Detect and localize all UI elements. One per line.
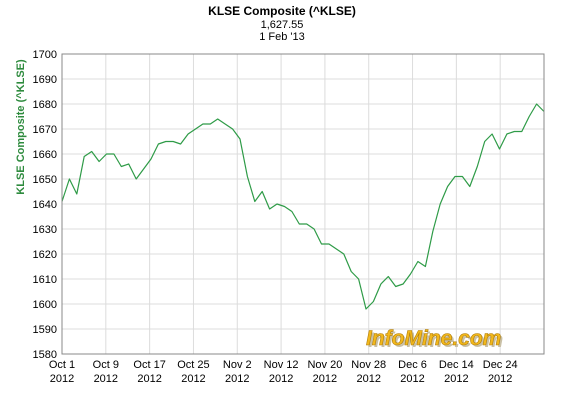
- x-tick-year: 2012: [313, 373, 337, 385]
- y-tick-label: 1600: [33, 299, 57, 311]
- current-value: 1,627.55: [261, 19, 304, 31]
- y-tick-label: 1620: [33, 249, 57, 261]
- y-tick-label: 1680: [33, 99, 57, 111]
- series-group: [61, 103, 545, 310]
- x-tick-label: Nov 20: [307, 359, 342, 371]
- infomine-watermark: InfoMine.com InfoMine.com: [366, 327, 504, 352]
- x-tick-label: Oct 1: [49, 359, 75, 371]
- y-tick-label: 1690: [33, 74, 57, 86]
- x-tick-year: 2012: [94, 373, 118, 385]
- chart-title: KLSE Composite (^KLSE): [208, 4, 356, 18]
- series-line: [61, 103, 545, 310]
- x-tick-label: Oct 25: [177, 359, 209, 371]
- grid: [61, 53, 544, 355]
- x-tick-year: 2012: [137, 373, 161, 385]
- y-tick-label: 1630: [33, 224, 57, 236]
- x-tick-label: Dec 14: [439, 359, 474, 371]
- x-tick-label: Nov 12: [264, 359, 299, 371]
- y-tick-label: 1670: [33, 124, 57, 136]
- x-axis-ticks: Oct 1 2012 Oct 9 2012 Oct 17 2012 Oct 25 2012 No…: [49, 359, 518, 385]
- y-axis-ticks: 1580 1590 1600 1610 1620 1630 1640 1650 1660 1670…: [33, 49, 57, 361]
- x-tick-label: Oct 17: [133, 359, 165, 371]
- x-tick-year: 2012: [50, 373, 74, 385]
- x-tick-year: 2012: [225, 373, 249, 385]
- x-tick-year: 2012: [269, 373, 293, 385]
- x-tick-label: Dec 6: [398, 359, 427, 371]
- y-tick-label: 1650: [33, 174, 57, 186]
- plot-area-border: [61, 53, 545, 355]
- y-axis-label-group: KLSE Composite (^KLSE): [15, 59, 27, 195]
- x-tick-label: Dec 24: [483, 359, 518, 371]
- y-tick-label: 1590: [33, 324, 57, 336]
- current-date: 1 Feb '13: [259, 31, 305, 43]
- watermark-shadow: InfoMine.com: [368, 329, 503, 352]
- x-tick-year: 2012: [488, 373, 512, 385]
- x-tick-year: 2012: [444, 373, 468, 385]
- y-tick-label: 1660: [33, 149, 57, 161]
- watermark-text: InfoMine.com: [366, 327, 501, 350]
- y-tick-label: 1700: [33, 49, 57, 61]
- y-tick-label: 1610: [33, 274, 57, 286]
- x-tick-year: 2012: [356, 373, 380, 385]
- x-tick-year: 2012: [181, 373, 205, 385]
- x-tick-label: Nov 2: [223, 359, 252, 371]
- y-tick-label: 1640: [33, 199, 57, 211]
- y-axis-label: KLSE Composite (^KLSE): [15, 59, 27, 195]
- x-tick-label: Oct 9: [93, 359, 119, 371]
- x-tick-year: 2012: [400, 373, 424, 385]
- y-tick-label: 1580: [33, 349, 57, 361]
- x-tick-label: Nov 28: [351, 359, 386, 371]
